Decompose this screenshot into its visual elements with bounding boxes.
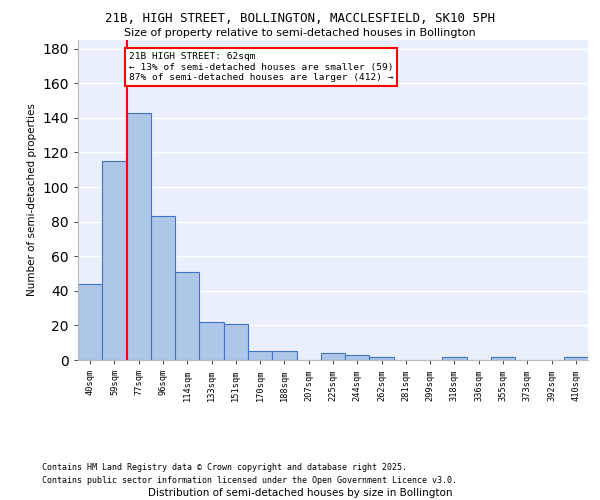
Bar [102,161,127,360]
Bar [345,355,370,360]
Text: Contains public sector information licensed under the Open Government Licence v3: Contains public sector information licen… [42,476,457,485]
Bar [78,284,102,360]
Text: Contains HM Land Registry data © Crown copyright and database right 2025.: Contains HM Land Registry data © Crown c… [42,464,407,472]
Bar [564,356,588,360]
Text: Size of property relative to semi-detached houses in Bollington: Size of property relative to semi-detach… [124,28,476,38]
Bar [127,112,151,360]
Bar [491,356,515,360]
Text: 21B HIGH STREET: 62sqm
← 13% of semi-detached houses are smaller (59)
87% of sem: 21B HIGH STREET: 62sqm ← 13% of semi-det… [129,52,394,82]
Bar [321,353,345,360]
Text: Distribution of semi-detached houses by size in Bollington: Distribution of semi-detached houses by … [148,488,452,498]
Bar [272,352,296,360]
Text: 21B, HIGH STREET, BOLLINGTON, MACCLESFIELD, SK10 5PH: 21B, HIGH STREET, BOLLINGTON, MACCLESFIE… [105,12,495,26]
Bar [175,272,199,360]
Bar [370,356,394,360]
Y-axis label: Number of semi-detached properties: Number of semi-detached properties [27,104,37,296]
Bar [224,324,248,360]
Bar [151,216,175,360]
Bar [442,356,467,360]
Bar [199,322,224,360]
Bar [248,352,272,360]
